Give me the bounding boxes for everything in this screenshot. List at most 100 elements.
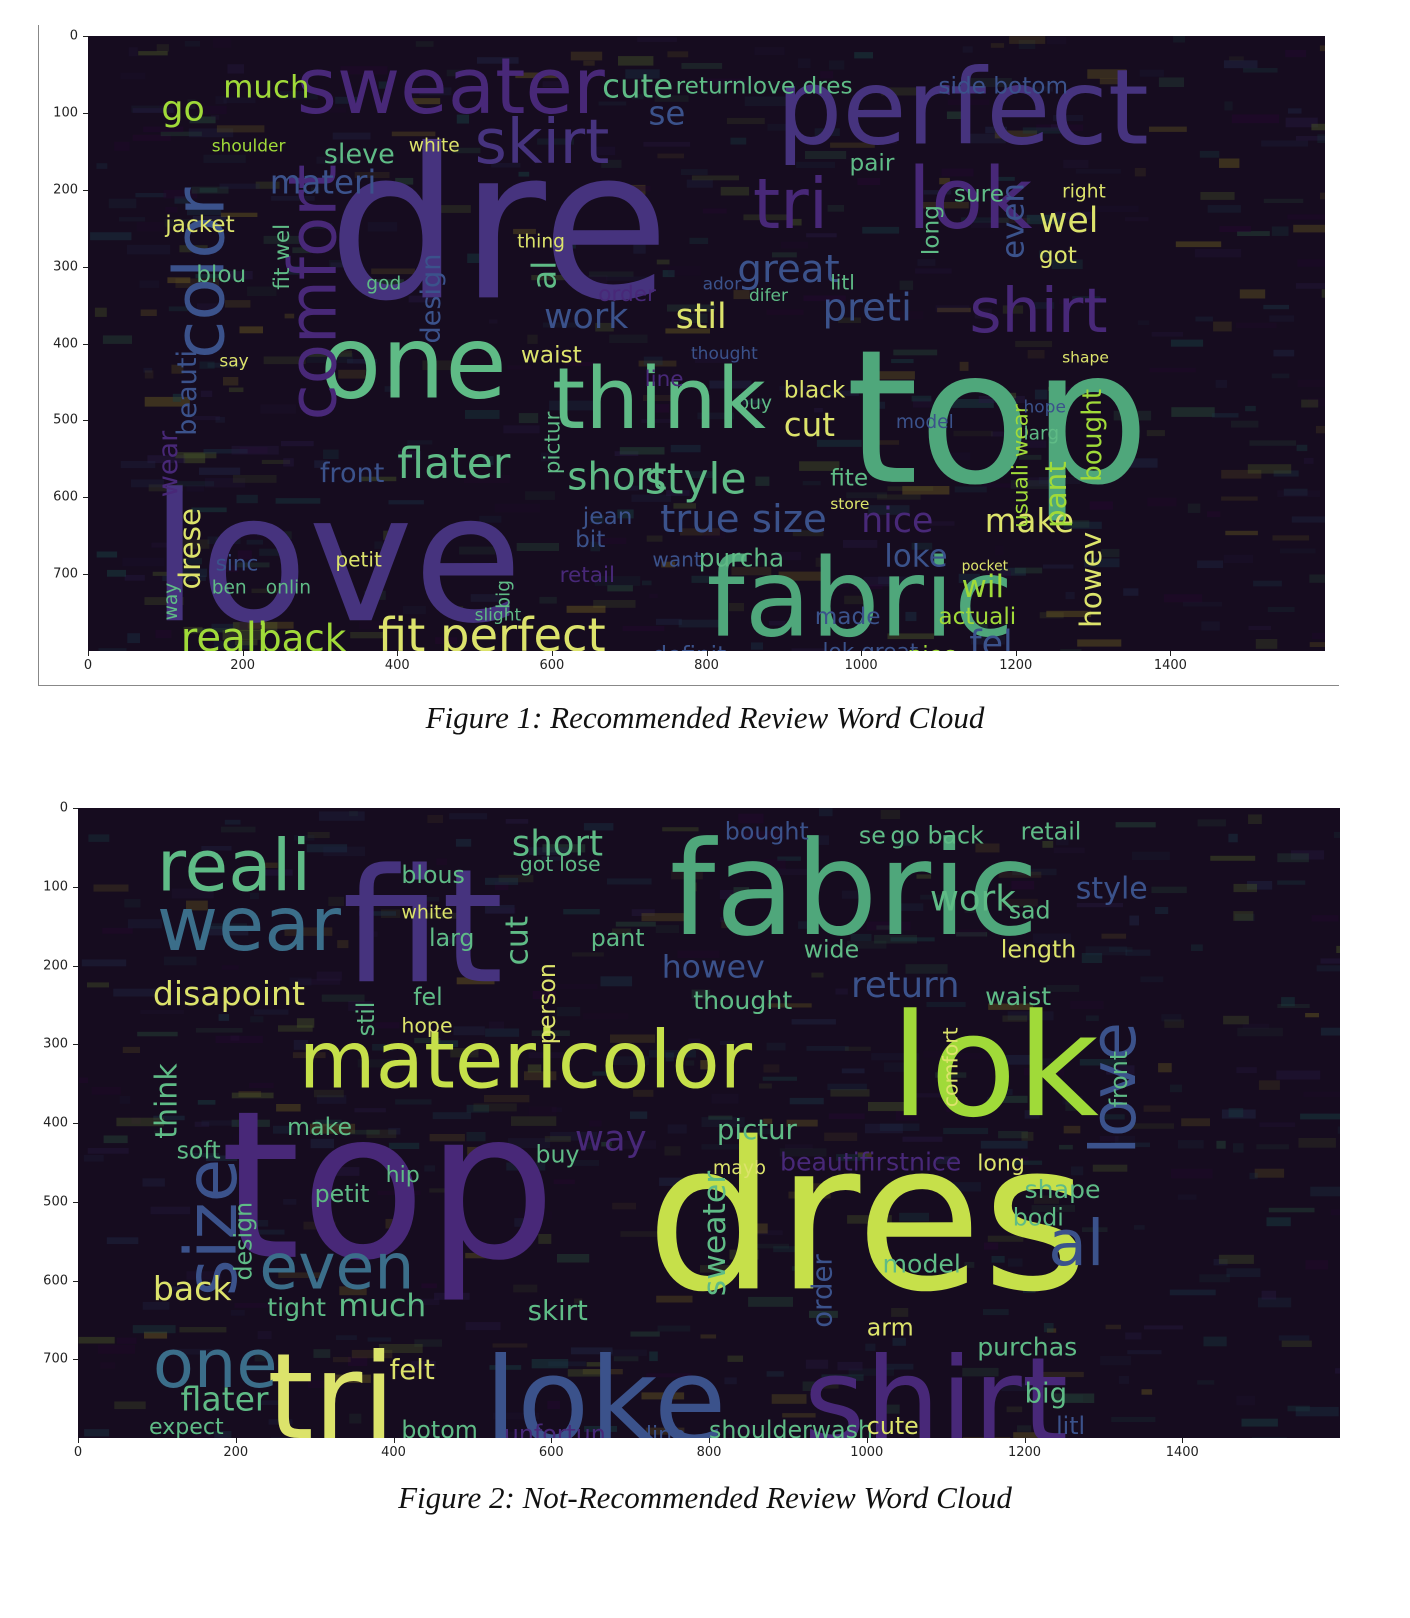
texture-mark (934, 1277, 961, 1287)
texture-mark (537, 138, 574, 145)
texture-mark (218, 1014, 230, 1021)
texture-mark (744, 96, 788, 107)
texture-mark (354, 1108, 386, 1113)
texture-mark (257, 1331, 272, 1340)
texture-mark (395, 1099, 432, 1105)
texture-mark (78, 1336, 115, 1344)
texture-mark (1177, 1194, 1197, 1200)
word-way: way (161, 583, 182, 621)
word-cut: cut (784, 406, 835, 444)
texture-mark (880, 809, 901, 820)
word-purchas: purchas (977, 1332, 1077, 1361)
texture-mark (720, 186, 750, 196)
texture-mark (719, 917, 731, 922)
word-top: top (846, 310, 1150, 526)
texture-mark (895, 1111, 919, 1121)
texture-mark (232, 622, 278, 631)
word-shirt: shirt (969, 275, 1107, 347)
texture-mark (142, 1178, 165, 1187)
texture-mark (1311, 915, 1339, 922)
texture-mark (323, 449, 339, 459)
texture-mark (131, 1117, 141, 1124)
texture-mark (1002, 305, 1024, 314)
texture-mark (1024, 1110, 1040, 1119)
texture-mark (709, 380, 752, 389)
texture-mark (1071, 1166, 1084, 1176)
texture-mark (1253, 580, 1282, 587)
texture-mark (1006, 1406, 1023, 1413)
word-right: right (1062, 181, 1106, 202)
texture-mark (1261, 140, 1308, 147)
texture-mark (228, 387, 244, 393)
texture-mark (826, 390, 859, 396)
texture-mark (573, 1160, 599, 1166)
texture-mark (140, 309, 157, 316)
texture-mark (946, 111, 967, 119)
texture-mark (614, 451, 639, 456)
texture-mark (619, 232, 652, 243)
texture-mark (239, 326, 263, 334)
texture-mark (1014, 1160, 1043, 1165)
texture-mark (377, 1190, 421, 1195)
texture-mark (789, 1097, 824, 1105)
texture-mark (1111, 1416, 1156, 1423)
word-lok-great: lok great (823, 640, 919, 651)
texture-mark (1271, 373, 1290, 379)
texture-mark (1311, 632, 1325, 640)
texture-mark (1036, 124, 1084, 132)
texture-mark (1072, 296, 1101, 302)
x-tick-mark (706, 651, 708, 656)
word-line: line (645, 367, 684, 392)
x-tick-mark (861, 651, 863, 656)
texture-mark (542, 322, 577, 328)
texture-mark (1062, 1095, 1083, 1105)
texture-mark (1335, 1368, 1340, 1374)
texture-mark (877, 494, 921, 500)
texture-mark (923, 190, 952, 195)
texture-mark (937, 307, 971, 313)
texture-mark (1233, 911, 1254, 921)
texture-mark (335, 96, 358, 104)
texture-mark (978, 395, 1025, 404)
word-pocket: pocket (962, 558, 1009, 574)
texture-mark (822, 582, 849, 588)
x-tick-label: 200 (230, 658, 256, 673)
texture-mark (908, 1093, 955, 1098)
texture-mark (122, 557, 165, 567)
texture-mark (796, 1192, 820, 1198)
texture-mark (1194, 249, 1242, 258)
texture-mark (935, 305, 970, 313)
texture-mark (192, 1432, 228, 1438)
texture-mark (570, 1347, 613, 1355)
texture-mark (551, 244, 576, 249)
texture-mark (583, 1013, 629, 1020)
word-comfort: comfort (275, 164, 351, 420)
texture-mark (254, 1352, 266, 1362)
texture-mark (465, 1047, 496, 1055)
word-wear: wear (157, 880, 341, 968)
texture-mark (467, 1146, 505, 1156)
texture-mark (395, 177, 414, 185)
texture-mark (124, 898, 141, 908)
texture-mark (959, 361, 969, 371)
texture-mark (165, 207, 178, 213)
word-go: go (161, 90, 204, 130)
texture-mark (569, 237, 618, 245)
figure-1: love dre top perfect fabric one think sweater co… (0, 0, 1410, 800)
texture-mark (998, 1131, 1028, 1139)
texture-mark (811, 972, 824, 978)
word-comfort: comfort (939, 1027, 963, 1107)
texture-mark (1115, 822, 1156, 828)
word-pant: pant (591, 924, 645, 952)
texture-mark (679, 528, 720, 536)
texture-mark (867, 449, 876, 459)
texture-mark (929, 521, 955, 526)
texture-mark (899, 280, 914, 290)
texture-mark (349, 810, 358, 817)
texture-mark (227, 64, 244, 74)
word-waist: waist (985, 982, 1051, 1011)
texture-mark (620, 1231, 662, 1237)
texture-mark (1032, 933, 1071, 944)
texture-mark (223, 97, 256, 104)
texture-mark (367, 1337, 392, 1342)
